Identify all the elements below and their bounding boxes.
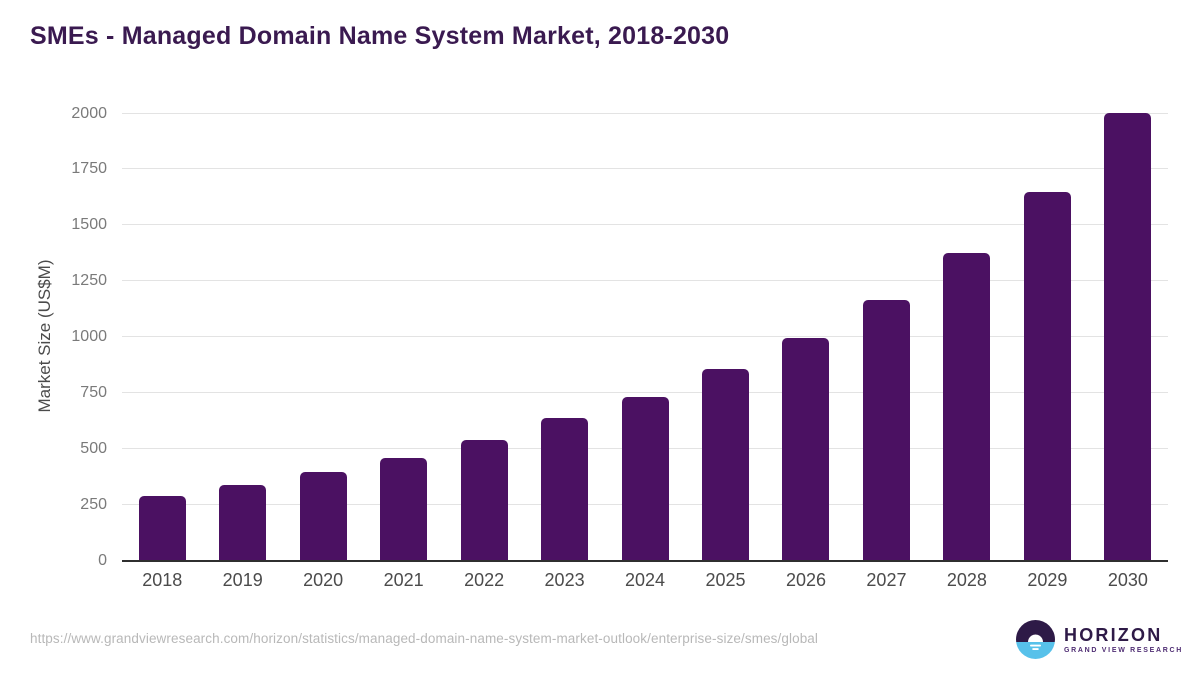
gridline-1250 [122, 280, 1168, 282]
bar-2029[interactable] [1023, 192, 1071, 560]
bar-2018[interactable] [138, 496, 186, 560]
bar-2027[interactable] [862, 299, 910, 560]
ytick-label-1000: 1000 [71, 328, 107, 345]
gridline-1750 [122, 168, 1168, 170]
xtick-label-2025: 2025 [705, 570, 746, 590]
x-axis-tick-labels: 2018 2019 2020 2021 2022 2023 2024 2025 2026 2027… [122, 570, 1168, 591]
source-url: https://www.grandviewresearch.com/horizo… [30, 631, 819, 646]
xtick-label-2026: 2026 [785, 570, 826, 590]
bar-cell-2025 [685, 113, 765, 560]
brand-name: HORIZON [1064, 624, 1163, 645]
bar-cell-2022 [444, 113, 524, 560]
bar-2024[interactable] [621, 396, 669, 560]
bar-2022[interactable] [460, 440, 508, 560]
bar-cell-2030 [1088, 113, 1168, 560]
ytick-label-2000: 2000 [71, 104, 107, 122]
xtick-label-2018: 2018 [142, 570, 183, 590]
bar-cell-2024 [605, 113, 685, 560]
bar-2021[interactable] [380, 458, 428, 560]
horizon-logo: HORIZON GRAND VIEW RESEARCH [1016, 620, 1183, 659]
brand-tagline: GRAND VIEW RESEARCH [1064, 646, 1184, 654]
xtick-label-2020: 2020 [303, 570, 344, 590]
xtick-label-2030: 2030 [1107, 570, 1148, 590]
bars-container [122, 113, 1168, 560]
bar-cell-2020 [283, 113, 363, 560]
ytick-label-1750: 1750 [71, 160, 107, 178]
gridline-750 [122, 391, 1168, 393]
bar-2023[interactable] [541, 418, 589, 560]
bar-2030[interactable] [1104, 113, 1152, 560]
plot-area [122, 112, 1168, 562]
horizon-sunrise-circle-icon [1016, 620, 1055, 659]
xtick-label-2019: 2019 [222, 570, 263, 590]
xtick-label-2023: 2023 [544, 570, 585, 590]
ytick-label-500: 500 [80, 439, 107, 457]
bar-cell-2021 [363, 113, 443, 560]
xtick-label-2028: 2028 [946, 570, 987, 590]
gridline-2000 [122, 112, 1168, 114]
ytick-label-0: 0 [98, 551, 107, 569]
bar-2028[interactable] [943, 252, 991, 560]
xtick-label-2021: 2021 [383, 570, 424, 590]
brand-text: HORIZON GRAND VIEW RESEARCH [1064, 625, 1183, 655]
xtick-label-2027: 2027 [866, 570, 907, 590]
bar-cell-2026 [766, 113, 846, 560]
y-axis-tick-labels: 0 250 500 750 1000 1250 1500 1750 2000 [0, 105, 107, 569]
ytick-label-1250: 1250 [71, 272, 107, 290]
gridline-1500 [122, 224, 1168, 226]
xtick-label-2022: 2022 [464, 570, 505, 590]
bar-cell-2018 [122, 113, 202, 560]
ytick-label-250: 250 [80, 495, 107, 513]
bar-cell-2027 [846, 113, 926, 560]
chart-title: SMEs - Managed Domain Name System Market… [30, 22, 730, 50]
ytick-label-1500: 1500 [71, 216, 107, 234]
bar-2026[interactable] [782, 337, 830, 560]
bar-cell-2028 [927, 113, 1007, 560]
bar-cell-2023 [524, 113, 604, 560]
xtick-label-2029: 2029 [1027, 570, 1068, 590]
gridline-1000 [122, 336, 1168, 337]
bar-cell-2029 [1007, 113, 1087, 560]
bar-cell-2019 [202, 113, 282, 560]
bar-2025[interactable] [702, 368, 750, 560]
bar-2020[interactable] [299, 471, 347, 560]
xtick-label-2024: 2024 [625, 570, 666, 590]
ytick-label-750: 750 [80, 383, 107, 401]
bar-2019[interactable] [219, 485, 267, 560]
